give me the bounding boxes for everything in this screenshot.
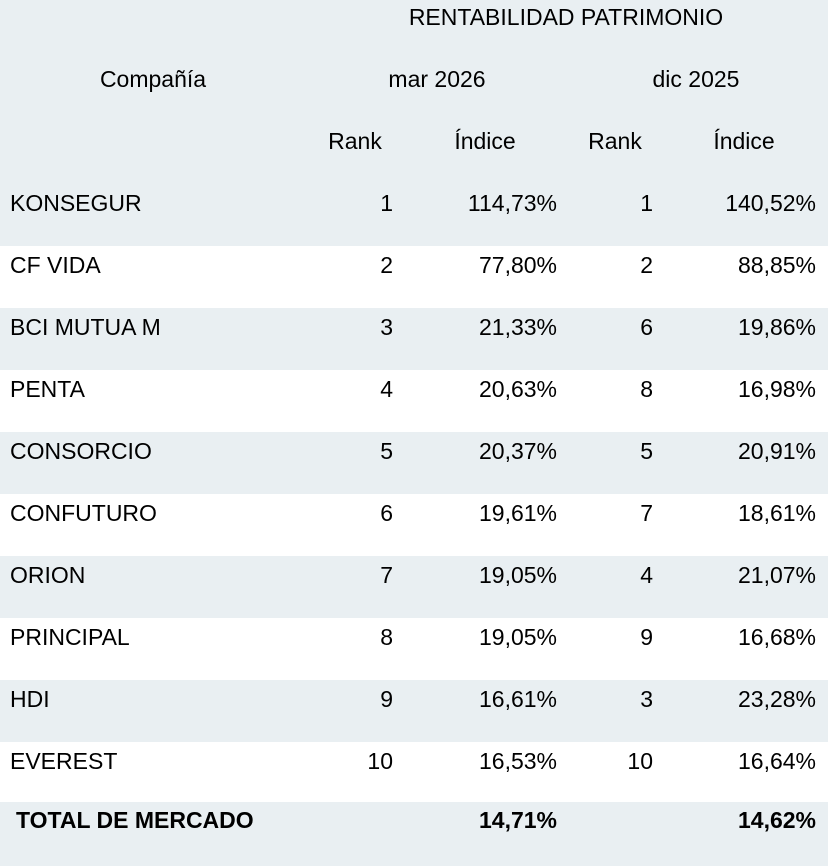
rank-cell: 5 <box>380 438 393 464</box>
company-name: EVEREST <box>10 748 118 774</box>
rank-cell: 7 <box>380 562 393 588</box>
company-name: CF VIDA <box>10 252 101 278</box>
index-cell: 16,98% <box>737 376 816 402</box>
rank-cell: 4 <box>640 562 653 588</box>
index-cell: 18,61% <box>737 500 816 526</box>
period-header: mar 2026 <box>388 66 486 92</box>
rank-cell: 4 <box>380 376 393 402</box>
index-cell: 20,91% <box>737 438 816 464</box>
company-name: KONSEGUR <box>10 190 142 216</box>
index-cell: 19,05% <box>478 562 557 588</box>
rank-cell: 8 <box>640 376 653 402</box>
rank-cell: 2 <box>380 252 393 278</box>
index-cell: 19,05% <box>478 624 557 650</box>
rank-cell: 6 <box>640 314 653 340</box>
row-band <box>0 680 828 742</box>
index-cell: 19,61% <box>478 500 557 526</box>
index-cell: 77,80% <box>478 252 557 278</box>
index-cell: 20,37% <box>478 438 557 464</box>
rank-cell: 1 <box>640 190 653 216</box>
company-name: PENTA <box>10 376 85 402</box>
rank-cell: 3 <box>640 686 653 712</box>
company-name: CONSORCIO <box>10 438 152 464</box>
company-name: CONFUTURO <box>10 500 157 526</box>
table-title: RENTABILIDAD PATRIMONIO <box>408 4 724 30</box>
total-index: 14,62% <box>737 807 816 833</box>
row-band <box>0 802 828 866</box>
rank-cell: 6 <box>380 500 393 526</box>
rank-cell: 1 <box>380 190 393 216</box>
company-name: ORION <box>10 562 86 588</box>
total-index: 14,71% <box>478 807 557 833</box>
index-cell: 88,85% <box>737 252 816 278</box>
rank-cell: 9 <box>380 686 393 712</box>
rank-cell: 3 <box>380 314 393 340</box>
sub-header: Rank <box>588 128 642 154</box>
index-cell: 20,63% <box>478 376 557 402</box>
row-band <box>0 432 828 494</box>
index-cell: 16,53% <box>478 748 557 774</box>
index-cell: 16,68% <box>737 624 816 650</box>
index-cell: 21,33% <box>478 314 557 340</box>
column-header: Compañía <box>99 66 207 92</box>
rank-cell: 8 <box>380 624 393 650</box>
index-cell: 16,64% <box>737 748 816 774</box>
total-label: TOTAL DE MERCADO <box>16 807 254 833</box>
row-band <box>0 308 828 370</box>
rank-cell: 7 <box>640 500 653 526</box>
rank-cell: 9 <box>640 624 653 650</box>
index-cell: 23,28% <box>737 686 816 712</box>
company-name: BCI MUTUA M <box>10 314 161 340</box>
sub-header: Índice <box>454 128 516 154</box>
index-cell: 140,52% <box>725 190 816 216</box>
sub-header: Índice <box>713 128 775 154</box>
index-cell: 114,73% <box>467 190 557 216</box>
sub-header: Rank <box>328 128 382 154</box>
period-header: dic 2025 <box>652 66 740 92</box>
rank-cell: 5 <box>640 438 653 464</box>
index-cell: 21,07% <box>737 562 816 588</box>
rank-cell: 10 <box>627 748 653 774</box>
company-name: HDI <box>10 686 50 712</box>
rank-cell: 10 <box>367 748 393 774</box>
index-cell: 16,61% <box>478 686 557 712</box>
company-name: PRINCIPAL <box>10 624 130 650</box>
header-band <box>0 0 828 246</box>
row-band <box>0 556 828 618</box>
rank-cell: 2 <box>640 252 653 278</box>
index-cell: 19,86% <box>737 314 816 340</box>
